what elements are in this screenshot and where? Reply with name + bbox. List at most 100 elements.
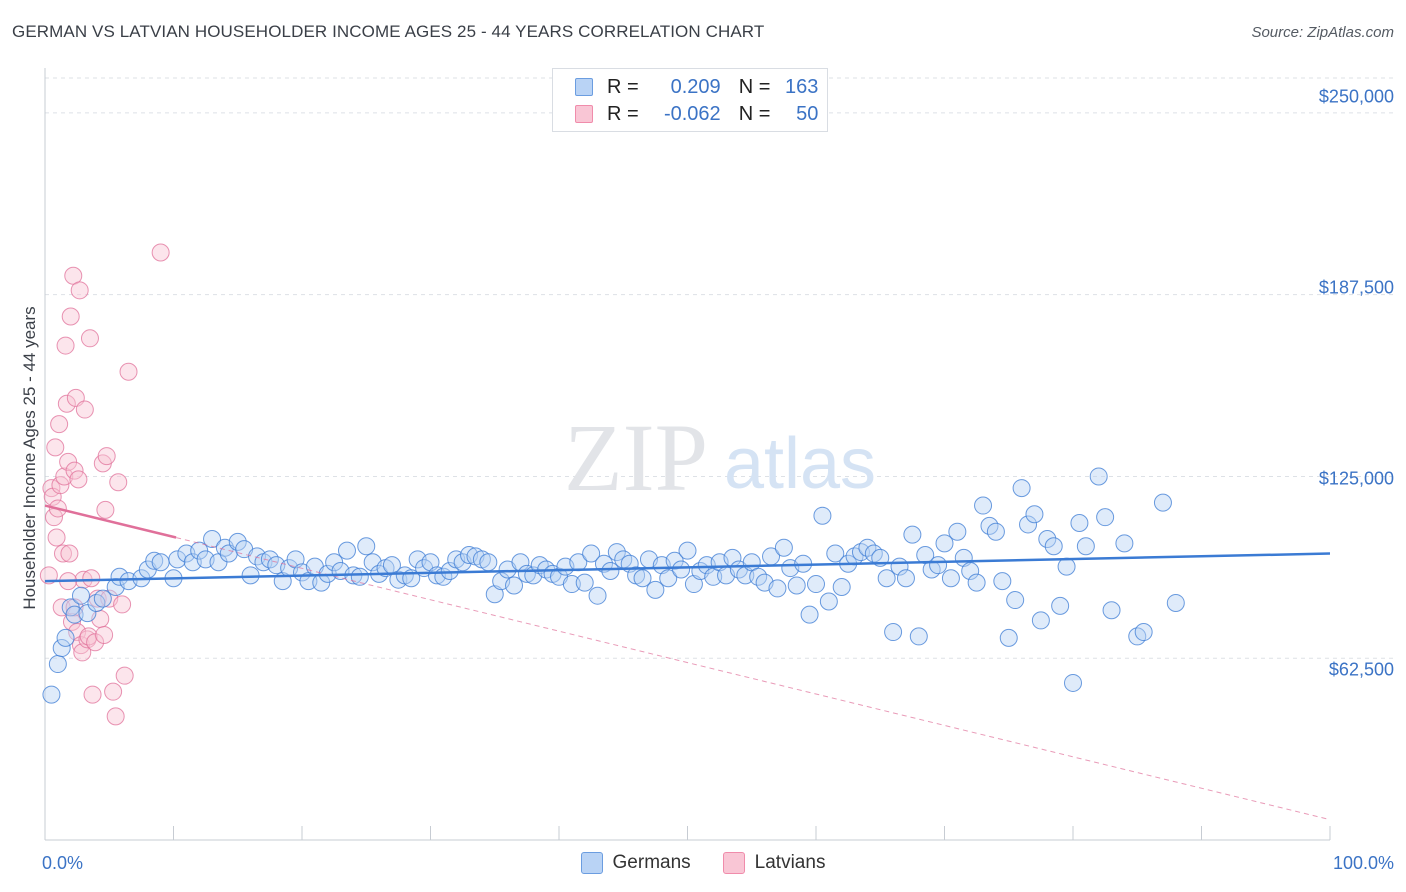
german-point bbox=[1051, 596, 1070, 615]
latvian-point bbox=[82, 569, 101, 588]
latvian-point bbox=[86, 633, 105, 652]
german-point bbox=[1134, 623, 1153, 642]
n-label: N = bbox=[738, 75, 771, 98]
latvian-point bbox=[69, 470, 88, 489]
german-point bbox=[948, 522, 967, 541]
german-point bbox=[1019, 515, 1038, 534]
german-point bbox=[941, 569, 960, 588]
y-tick-label: $187,500 bbox=[1318, 277, 1394, 298]
german-point bbox=[1153, 493, 1172, 512]
latvian-point bbox=[62, 612, 81, 631]
german-point bbox=[929, 556, 948, 575]
german-point bbox=[684, 575, 703, 594]
german-point bbox=[1102, 601, 1121, 620]
german-point bbox=[800, 605, 819, 624]
german-point bbox=[52, 639, 71, 658]
german-point bbox=[1096, 508, 1115, 527]
german-point bbox=[228, 532, 247, 551]
germans-trend bbox=[44, 552, 1331, 583]
latvian-point bbox=[57, 394, 76, 413]
latvians-trend-dashed bbox=[44, 505, 1331, 821]
watermark-zip: ZIP bbox=[564, 404, 708, 511]
latvian-point bbox=[151, 243, 170, 262]
latvian-point bbox=[65, 461, 84, 480]
german-point bbox=[203, 529, 222, 548]
german-point bbox=[505, 576, 524, 595]
latvian-point bbox=[39, 566, 58, 585]
german-point bbox=[974, 496, 993, 515]
german-point bbox=[65, 605, 84, 624]
latvian-point bbox=[115, 666, 134, 685]
watermark-atlas: atlas bbox=[724, 424, 876, 504]
german-point bbox=[588, 586, 607, 605]
german-point bbox=[1031, 611, 1050, 630]
german-point bbox=[582, 544, 601, 563]
latvian-point bbox=[104, 682, 123, 701]
legend-item-latvians[interactable]: Latvians bbox=[722, 852, 826, 874]
german-point bbox=[1038, 529, 1057, 548]
latvians-legend-swatch bbox=[722, 852, 745, 874]
german-point bbox=[884, 623, 903, 642]
german-point bbox=[56, 628, 75, 647]
latvian-point bbox=[95, 625, 114, 644]
german-point bbox=[607, 543, 626, 562]
r-value: -0.062 bbox=[663, 102, 721, 125]
german-point bbox=[1089, 467, 1108, 486]
german-point bbox=[286, 550, 305, 569]
chart-title: GERMAN VS LATVIAN HOUSEHOLDER INCOME AGE… bbox=[12, 22, 765, 41]
german-point bbox=[145, 551, 164, 570]
latvian-point bbox=[61, 307, 80, 326]
n-value: 163 bbox=[785, 75, 819, 98]
german-point bbox=[1115, 534, 1134, 553]
german-point bbox=[633, 569, 652, 588]
german-point bbox=[1025, 505, 1044, 524]
german-point bbox=[646, 580, 665, 599]
german-point bbox=[993, 572, 1012, 591]
german-point bbox=[826, 544, 845, 563]
legend-label: Latvians bbox=[754, 852, 826, 873]
german-point bbox=[575, 573, 594, 592]
german-point bbox=[48, 655, 67, 674]
german-point bbox=[485, 585, 504, 604]
x-tick-label-min: 0.0% bbox=[42, 853, 84, 873]
latvian-point bbox=[47, 528, 66, 547]
german-point bbox=[986, 522, 1005, 541]
stats-row-germans: R = 0.209 N = 163 bbox=[575, 74, 818, 100]
german-point bbox=[999, 628, 1018, 647]
german-point bbox=[672, 560, 691, 579]
n-value: 50 bbox=[796, 102, 819, 125]
latvian-point bbox=[109, 473, 128, 492]
german-point bbox=[1044, 537, 1063, 556]
german-point bbox=[479, 553, 498, 572]
german-point bbox=[832, 577, 851, 596]
latvian-point bbox=[56, 336, 75, 355]
german-point bbox=[151, 553, 170, 572]
german-point bbox=[768, 579, 787, 598]
germans-points bbox=[42, 467, 1185, 704]
latvian-point bbox=[83, 685, 102, 704]
r-label: R = bbox=[607, 75, 639, 98]
german-point bbox=[78, 604, 97, 623]
x-tick-label-max: 100.0% bbox=[1332, 853, 1394, 873]
german-point bbox=[1012, 479, 1031, 498]
german-point bbox=[1166, 593, 1185, 612]
german-point bbox=[1064, 673, 1082, 692]
latvian-point bbox=[97, 447, 116, 466]
latvian-point bbox=[106, 707, 125, 726]
latvian-point bbox=[80, 329, 99, 348]
german-point bbox=[241, 566, 260, 585]
german-point bbox=[903, 525, 922, 544]
latvian-point bbox=[60, 544, 79, 563]
germans-swatch bbox=[575, 78, 593, 96]
german-point bbox=[896, 569, 915, 588]
y-tick-label: $125,000 bbox=[1318, 468, 1394, 489]
r-value: 0.209 bbox=[670, 75, 721, 98]
german-point bbox=[877, 569, 896, 588]
latvian-point bbox=[53, 544, 72, 563]
german-point bbox=[440, 561, 459, 580]
legend-item-germans[interactable]: Germans bbox=[580, 852, 691, 874]
y-axis-label: Householder Income Ages 25 - 44 years bbox=[20, 306, 39, 610]
trend-lines bbox=[44, 504, 1331, 821]
german-point bbox=[1070, 513, 1089, 532]
german-point bbox=[357, 537, 376, 556]
